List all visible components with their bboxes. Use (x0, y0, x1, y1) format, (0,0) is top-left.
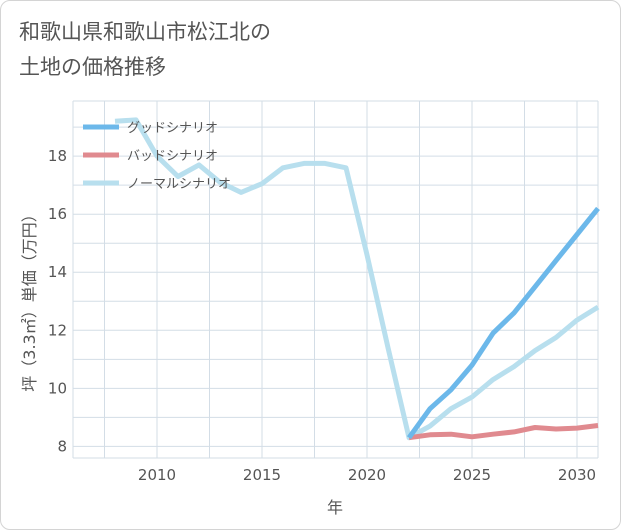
x-tick-label: 2010 (138, 466, 176, 484)
y-gridlines (73, 100, 598, 459)
y-tick-label: 16 (48, 205, 67, 223)
y-tick-labels: 8 10 12 14 16 18 (48, 147, 67, 455)
y-tick-label: 8 (57, 437, 67, 455)
y-tick-label: 10 (48, 379, 67, 397)
series-layer (114, 117, 600, 441)
series-line-3 (114, 117, 600, 441)
y-tick-label: 14 (48, 263, 67, 281)
x-axis-title: 年 (327, 498, 343, 517)
x-tick-labels: 2010 2015 2020 2025 2030 (138, 466, 596, 484)
y-axis-title: 坪（3.3㎡）単価（万円） (20, 206, 39, 391)
legend-label-2: バッドシナリオ (127, 149, 218, 164)
legend-label-1: グッドシナリオ (127, 121, 218, 136)
chart-title: 和歌山県和歌山市松江北の 土地の価格推移 (19, 20, 271, 79)
series-line-1 (406, 206, 600, 440)
legend-label-3: ノーマルシナリオ (127, 177, 231, 192)
x-tick-label: 2025 (453, 466, 491, 484)
y-tick-label: 12 (48, 321, 67, 339)
x-gridlines (72, 101, 599, 458)
series-line-2 (408, 423, 599, 441)
y-tick-label: 18 (48, 147, 67, 165)
x-tick-label: 2015 (243, 466, 281, 484)
x-tick-label: 2020 (348, 466, 386, 484)
x-tick-label: 2030 (558, 466, 596, 484)
